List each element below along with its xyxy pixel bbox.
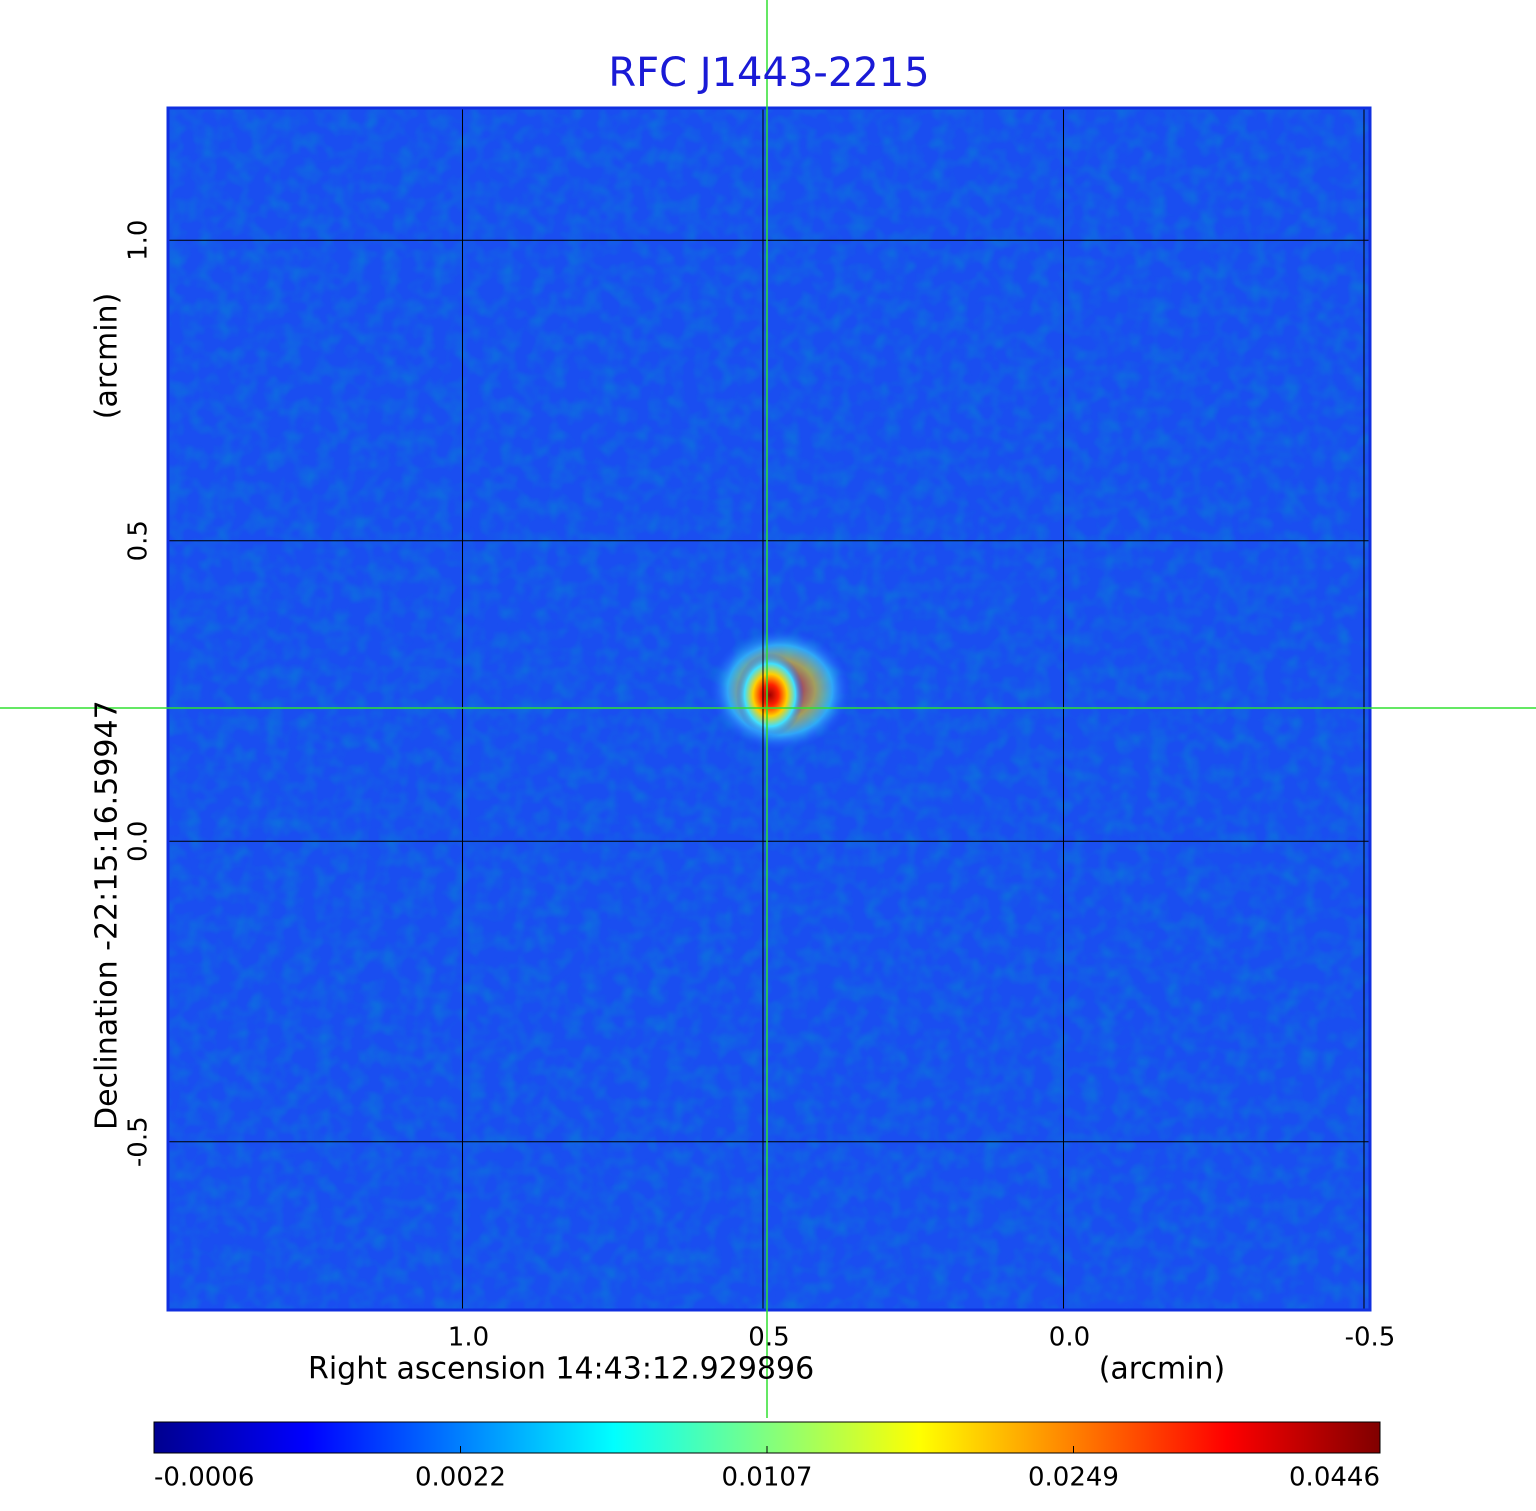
x-tick-label: 1.0: [448, 1323, 489, 1353]
x-tick-label: 0.5: [748, 1323, 789, 1353]
colorbar-tick-label: 0.0107: [722, 1463, 813, 1493]
y-axis-unit: (arcmin): [90, 293, 125, 420]
chart-title: RFC J1443-2215: [608, 50, 929, 96]
x-tick-label: -0.5: [1345, 1323, 1396, 1353]
colorbar-tick-label: 0.0022: [415, 1463, 506, 1493]
x-axis-label: Right ascension 14:43:12.929896: [308, 1352, 814, 1387]
x-axis-unit: (arcmin): [1099, 1352, 1226, 1387]
colorbar-tick-label: 0.0249: [1028, 1463, 1119, 1493]
y-tick-label: 0.0: [124, 821, 154, 862]
source: [736, 653, 804, 737]
y-tick-label: 1.0: [124, 220, 154, 261]
y-axis-label: Declination -22:15:16.59947: [90, 700, 125, 1130]
colorbar-tick-label: -0.0006: [154, 1463, 254, 1493]
colorbar-tick-label: 0.0446: [1289, 1463, 1380, 1493]
y-tick-label: -0.5: [124, 1116, 154, 1167]
x-tick-label: 0.0: [1049, 1323, 1090, 1353]
plot-frame: [166, 106, 1372, 1312]
y-tick-label: 0.5: [124, 520, 154, 561]
